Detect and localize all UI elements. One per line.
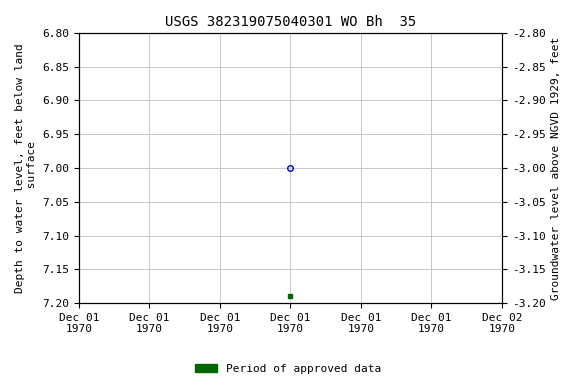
Y-axis label: Groundwater level above NGVD 1929, feet: Groundwater level above NGVD 1929, feet — [551, 36, 561, 300]
Title: USGS 382319075040301 WO Bh  35: USGS 382319075040301 WO Bh 35 — [165, 15, 416, 29]
Legend: Period of approved data: Period of approved data — [191, 359, 385, 379]
Y-axis label: Depth to water level, feet below land
 surface: Depth to water level, feet below land su… — [15, 43, 37, 293]
